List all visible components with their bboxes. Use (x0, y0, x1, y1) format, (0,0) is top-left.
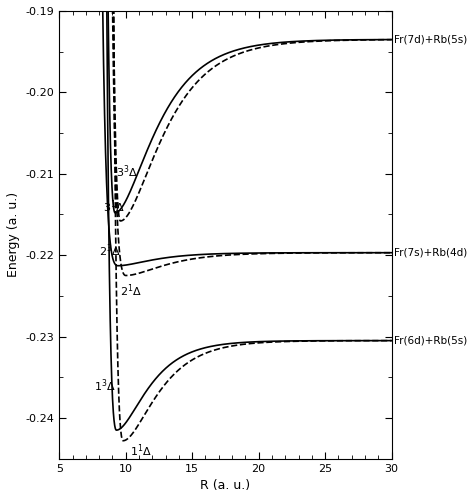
Text: 1$^1\Delta$: 1$^1\Delta$ (130, 442, 152, 459)
Text: 2$^1\Delta$: 2$^1\Delta$ (120, 282, 142, 299)
Text: 2$^3\Delta$: 2$^3\Delta$ (99, 243, 121, 259)
Text: 3$^3\Delta$: 3$^3\Delta$ (117, 164, 138, 181)
Text: Fr(7d)+Rb(5s): Fr(7d)+Rb(5s) (393, 34, 467, 44)
Y-axis label: Energy (a. u.): Energy (a. u.) (7, 192, 20, 277)
Text: Fr(7s)+Rb(4d): Fr(7s)+Rb(4d) (393, 248, 467, 257)
Text: 3$^1\Delta$: 3$^1\Delta$ (103, 198, 125, 215)
Text: 1$^3\Delta$: 1$^3\Delta$ (94, 377, 116, 394)
X-axis label: R (a. u.): R (a. u.) (201, 479, 250, 492)
Text: Fr(6d)+Rb(5s): Fr(6d)+Rb(5s) (393, 336, 467, 346)
